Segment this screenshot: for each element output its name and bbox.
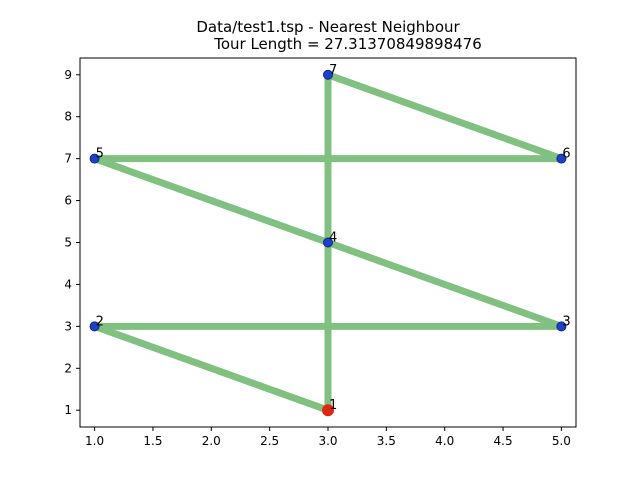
city-marker-3 xyxy=(556,321,567,332)
x-tick-label: 3.5 xyxy=(377,434,396,448)
tour-segment-4-5 xyxy=(93,155,330,246)
x-tick-label: 4.5 xyxy=(494,434,513,448)
x-tick-label: 3.0 xyxy=(318,434,337,448)
y-tick-label: 1 xyxy=(64,403,72,417)
x-tick-label: 2.5 xyxy=(260,434,279,448)
city-marker-7 xyxy=(323,69,333,80)
y-tick-label: 4 xyxy=(64,277,72,291)
y-tick-label: 2 xyxy=(64,361,72,375)
tour-path xyxy=(93,71,563,414)
city-label-7: 7 xyxy=(329,63,337,78)
y-tick-label: 6 xyxy=(64,194,72,208)
city-label-6: 6 xyxy=(562,147,570,162)
chart-subtitle: Tour Length = 27.31370849898476 xyxy=(213,35,482,53)
city-label-1: 1 xyxy=(329,398,337,413)
y-tick-label: 3 xyxy=(64,319,72,333)
tour-segment-1-2 xyxy=(93,323,330,414)
y-axis: 1 2 3 4 5 6 7 8 9 xyxy=(64,68,80,417)
tour-segment-3-4 xyxy=(326,239,563,330)
x-tick-label: 1.0 xyxy=(85,434,104,448)
city-markers xyxy=(89,69,567,417)
city-marker-4 xyxy=(323,237,333,248)
city-labels: 1 2 3 4 5 6 7 xyxy=(96,63,571,413)
tour-segment-6-7 xyxy=(326,71,563,162)
y-tick-label: 5 xyxy=(64,236,72,250)
y-tick-label: 8 xyxy=(64,110,72,124)
x-tick-label: 4.0 xyxy=(435,434,454,448)
city-marker-1 xyxy=(322,404,334,417)
x-tick-label: 1.5 xyxy=(143,434,162,448)
chart-title: Data/test1.tsp - Nearest Neighbour xyxy=(196,18,460,36)
city-marker-5 xyxy=(89,153,100,164)
y-tick-label: 7 xyxy=(64,152,72,166)
x-tick-label: 5.0 xyxy=(552,434,571,448)
city-label-5: 5 xyxy=(96,147,104,162)
city-label-4: 4 xyxy=(329,231,337,246)
y-tick-label: 9 xyxy=(64,68,72,82)
city-marker-6 xyxy=(556,153,567,164)
x-tick-label: 2.0 xyxy=(202,434,221,448)
city-label-2: 2 xyxy=(96,314,104,329)
city-marker-2 xyxy=(89,321,100,332)
x-axis: 1.0 1.5 2.0 2.5 3.0 3.5 4.0 4.5 5.0 xyxy=(85,427,571,448)
city-label-3: 3 xyxy=(562,314,570,329)
